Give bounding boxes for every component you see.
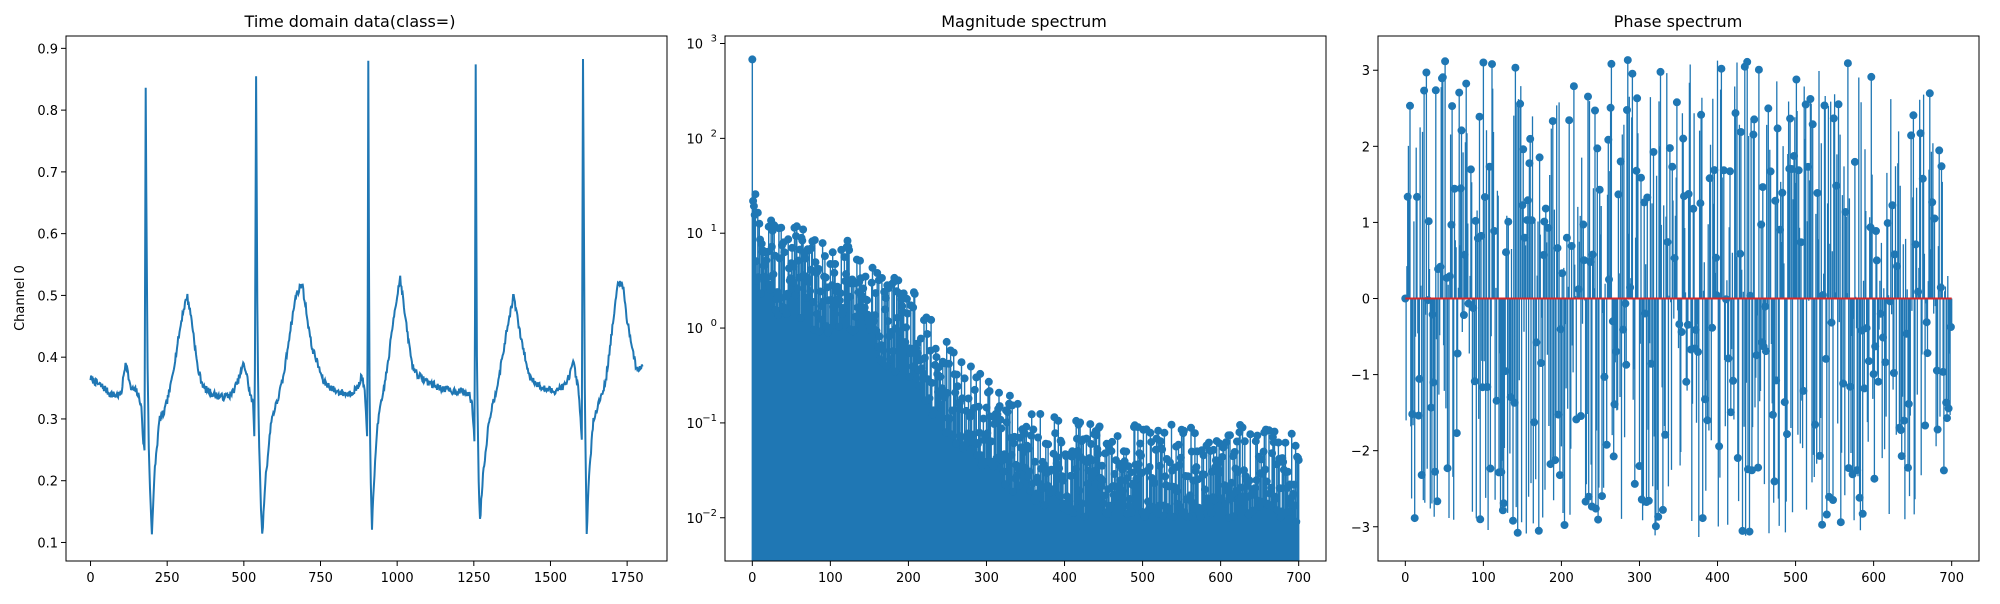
magnitude-stem-lines	[752, 194, 1300, 561]
magnitude-x-tick-label: 500	[1130, 571, 1155, 586]
phase-y-tick-label: 0	[1362, 293, 1370, 308]
time-domain-title: Time domain data(class=)	[244, 12, 456, 31]
magnitude-title: Magnitude spectrum	[941, 12, 1107, 31]
phase-y-tick-label: −3	[1351, 521, 1370, 536]
time-domain-x-tick-label: 250	[155, 571, 180, 586]
time-domain-x-tick-label: 1500	[534, 571, 567, 586]
phase-x-tick-label: 700	[1939, 571, 1964, 586]
magnitude-y-tick-label: 10	[686, 417, 703, 432]
phase-y-axis: −3 −2 −1 0 1 2 3	[1351, 64, 1378, 536]
time-domain-x-tick-label: 0	[86, 571, 94, 586]
phase-plot-area	[1401, 56, 1955, 537]
magnitude-x-tick-label: 200	[896, 571, 921, 586]
time-domain-ylabel: Channel 0	[13, 265, 28, 331]
time-domain-x-tick-label: 750	[308, 571, 333, 586]
time-domain-series-line	[89, 58, 644, 535]
time-domain-y-tick-label: 0.7	[37, 166, 58, 181]
phase-x-tick-label: 500	[1783, 571, 1808, 586]
magnitude-x-tick-label: 100	[818, 571, 843, 586]
magnitude-plot-area	[748, 55, 1303, 561]
phase-y-tick-label: 3	[1362, 64, 1370, 79]
phase-frame	[1377, 35, 1980, 562]
magnitude-x-tick-label: 300	[974, 571, 999, 586]
magnitude-y-tick-exponent: 1	[711, 223, 717, 234]
time-domain-x-tick-label: 1750	[611, 571, 644, 586]
time-domain-plot-area	[89, 58, 644, 535]
magnitude-frame	[724, 35, 1327, 562]
magnitude-x-tick-label: 400	[1052, 571, 1077, 586]
phase-x-tick-label: 400	[1705, 571, 1730, 586]
time-domain-y-tick-label: 0.9	[37, 42, 58, 57]
phase-panel: Phase spectrum 0 100 200 300 400 500 600 700 −3…	[1351, 12, 1980, 586]
magnitude-y-tick-exponent: 2	[711, 128, 717, 139]
time-domain-y-tick-label: 0.5	[37, 289, 58, 304]
time-domain-y-tick-label: 0.1	[37, 536, 58, 551]
time-domain-y-tick-label: 0.4	[37, 351, 58, 366]
phase-x-tick-label: 300	[1627, 571, 1652, 586]
magnitude-y-tick-exponent: −2	[702, 508, 717, 519]
phase-title: Phase spectrum	[1614, 12, 1743, 31]
time-domain-frame	[65, 35, 668, 562]
time-domain-y-tick-label: 0.6	[37, 228, 58, 243]
time-domain-x-tick-label: 1250	[457, 571, 490, 586]
time-domain-panel: Time domain data(class=) Channel 0 0 250 5…	[13, 12, 668, 586]
magnitude-x-tick-label: 700	[1286, 571, 1311, 586]
phase-x-axis: 0 100 200 300 400 500 600 700	[1401, 561, 1964, 586]
phase-x-tick-label: 600	[1861, 571, 1886, 586]
magnitude-y-tick-label: 10	[686, 512, 703, 527]
phase-y-tick-label: −1	[1351, 369, 1370, 384]
phase-x-tick-label: 0	[1401, 571, 1409, 586]
magnitude-y-tick-exponent: −1	[702, 413, 717, 424]
phase-y-tick-label: 1	[1362, 216, 1370, 231]
time-domain-y-tick-label: 0.2	[37, 475, 58, 490]
magnitude-stem-markers	[749, 190, 1303, 526]
magnitude-panel: Magnitude spectrum 0 100 200 300 400 500 600 70…	[686, 12, 1327, 586]
magnitude-x-tick-label: 600	[1208, 571, 1233, 586]
magnitude-y-tick-label: 10	[686, 227, 703, 242]
phase-x-tick-label: 100	[1471, 571, 1496, 586]
phase-y-tick-label: −2	[1351, 445, 1370, 460]
magnitude-y-tick-label: 10	[686, 38, 703, 53]
time-domain-y-axis: 0.1 0.2 0.3 0.4 0.5 0.6 0.7 0.8 0.9	[37, 42, 66, 551]
magnitude-dc-marker	[748, 55, 757, 64]
time-domain-y-tick-label: 0.8	[37, 104, 58, 119]
phase-y-tick-label: 2	[1362, 140, 1370, 155]
time-domain-x-tick-label: 1000	[381, 571, 414, 586]
magnitude-y-tick-label: 10	[686, 132, 703, 147]
phase-x-tick-label: 200	[1549, 571, 1574, 586]
time-domain-x-axis: 0 250 500 750 1000 1250 1500 1750	[86, 561, 644, 586]
magnitude-y-tick-exponent: 3	[711, 34, 717, 45]
magnitude-x-tick-label: 0	[748, 571, 756, 586]
magnitude-x-axis: 0 100 200 300 400 500 600 700	[748, 561, 1311, 586]
magnitude-y-tick-exponent: 0	[711, 318, 717, 329]
time-domain-x-tick-label: 500	[231, 571, 256, 586]
time-domain-y-tick-label: 0.3	[37, 413, 58, 428]
magnitude-y-tick-label: 10	[686, 322, 703, 337]
